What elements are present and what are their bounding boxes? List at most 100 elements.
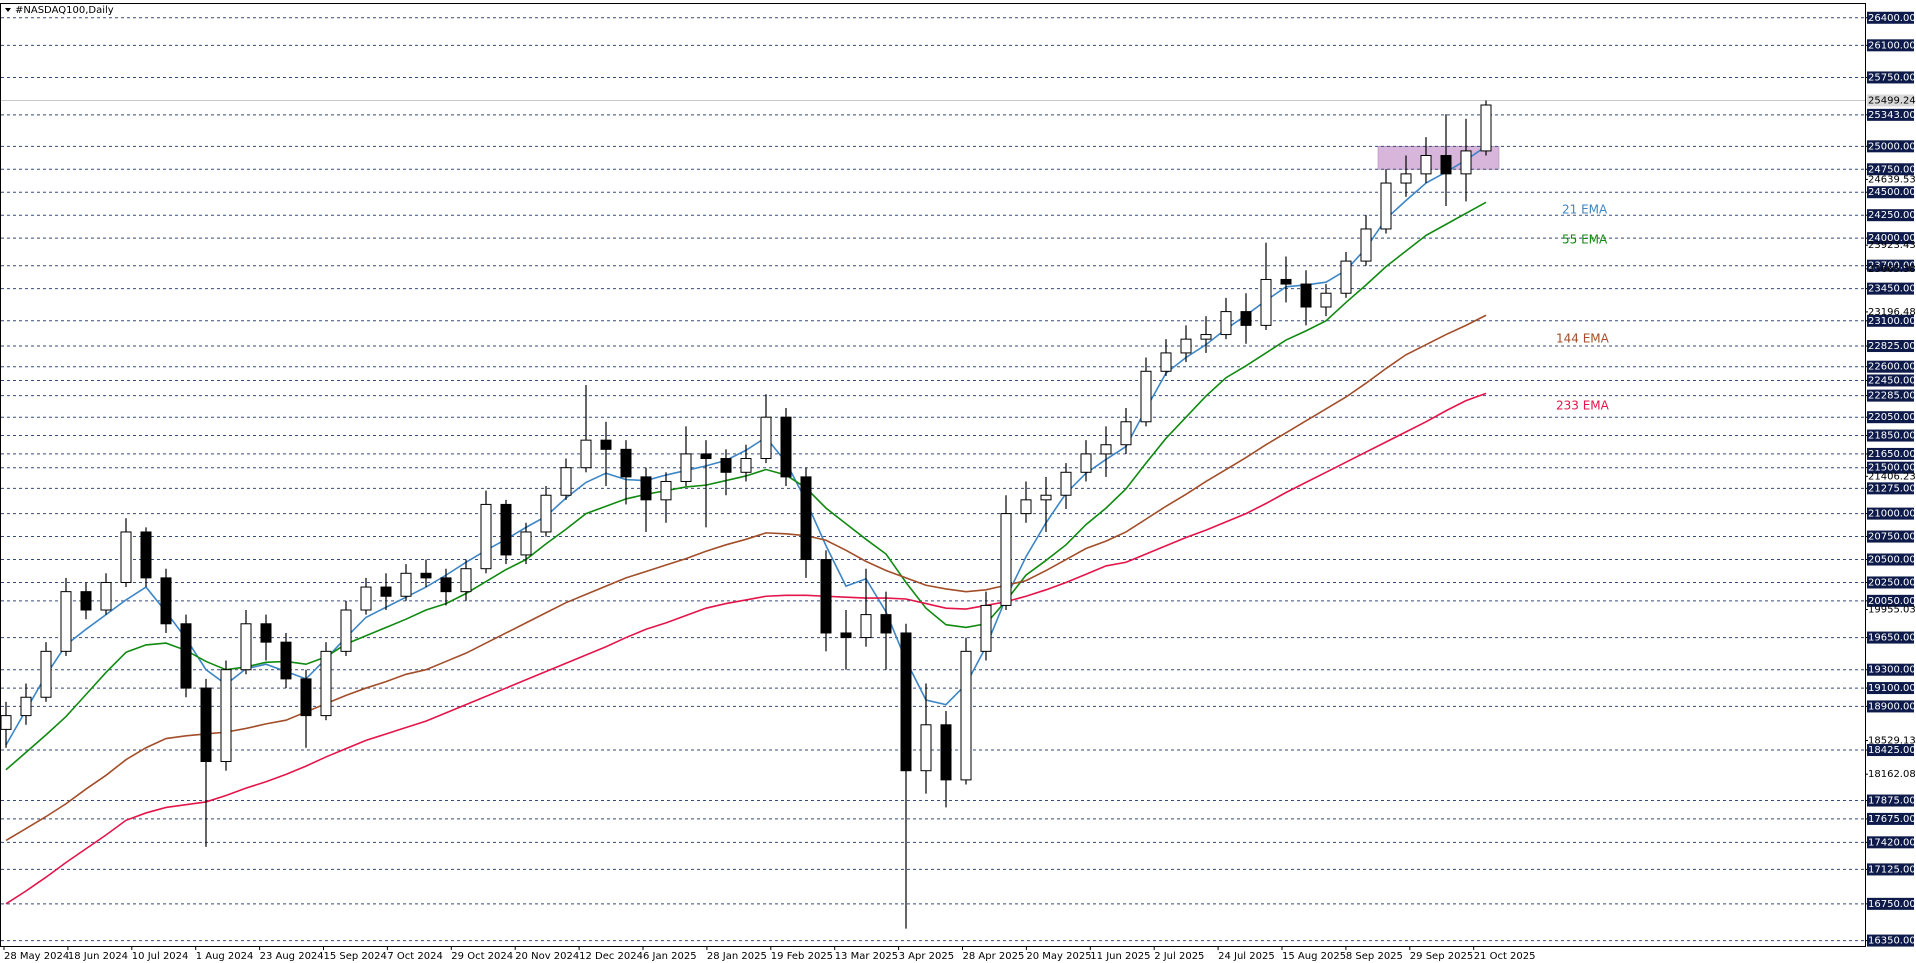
- y-tick-label: 23700.00: [1868, 261, 1916, 272]
- y-tick-box: [1867, 461, 1914, 474]
- y-tick-label: 23100.00: [1868, 316, 1916, 327]
- y-tick-label: 23450.00: [1868, 284, 1916, 295]
- x-tick-label: 15 Sep 2024: [324, 951, 387, 962]
- y-tick-box: [1867, 71, 1914, 84]
- candle-body: [220, 669, 232, 763]
- price-label: 23923.43: [1868, 240, 1916, 251]
- y-tick-label: 25343.00: [1868, 110, 1916, 121]
- ema-label: 144 EMA: [1556, 332, 1610, 346]
- y-tick-label: 18425.00: [1868, 745, 1916, 756]
- candle-body: [1460, 150, 1472, 175]
- y-tick-box: [1867, 140, 1914, 153]
- price-label: 24639.53: [1868, 174, 1916, 185]
- y-tick-box: [1867, 594, 1914, 607]
- candle-body: [580, 439, 592, 469]
- candle-body: [1080, 453, 1092, 473]
- y-tick-label: 16350.00: [1868, 936, 1916, 947]
- candle-body: [1020, 499, 1032, 515]
- candle-body: [280, 641, 292, 680]
- candle-body: [900, 632, 912, 772]
- y-tick-label: 25750.00: [1868, 72, 1916, 83]
- x-tick-label: 23 Aug 2024: [260, 951, 324, 962]
- y-tick-label: 16750.00: [1868, 899, 1916, 910]
- chart-title: #NASDAQ100,Daily: [15, 5, 114, 16]
- candle-body: [1100, 444, 1112, 455]
- y-tick-label: 24750.00: [1868, 164, 1916, 175]
- candle-body: [1320, 292, 1332, 308]
- candle-body: [300, 678, 312, 717]
- price-label: 18529.13: [1868, 735, 1916, 746]
- candle-body: [920, 724, 932, 772]
- y-tick-box: [1867, 812, 1914, 825]
- y-tick-box: [1867, 897, 1914, 910]
- y-tick-label: 22050.00: [1868, 412, 1916, 423]
- y-tick-box: [1867, 553, 1914, 566]
- ema-label: 233 EMA: [1556, 399, 1610, 413]
- candle-body: [1140, 370, 1152, 423]
- y-tick-label: 21850.00: [1868, 431, 1916, 442]
- y-tick-label: 19100.00: [1868, 683, 1916, 694]
- candle-body: [1440, 155, 1452, 175]
- candle-body: [380, 586, 392, 597]
- y-tick-box: [1867, 108, 1914, 121]
- candle-body: [740, 458, 752, 473]
- y-tick-label: 17125.00: [1868, 864, 1916, 875]
- x-tick-label: 29 Sep 2025: [1410, 951, 1473, 962]
- candle-body: [1360, 228, 1372, 262]
- candle-body: [200, 687, 212, 763]
- y-tick-box: [1867, 836, 1914, 849]
- price-label: 23196.48: [1868, 307, 1916, 318]
- x-tick-label: 7 Oct 2024: [387, 951, 442, 962]
- y-tick-label: 17875.00: [1868, 796, 1916, 807]
- candle-body: [260, 623, 272, 643]
- y-tick-label: 19300.00: [1868, 665, 1916, 676]
- candle-body: [680, 453, 692, 482]
- x-tick-label: 3 Apr 2025: [899, 951, 954, 962]
- y-tick-label: 22600.00: [1868, 362, 1916, 373]
- candle-body: [460, 568, 472, 593]
- y-tick-label: 20500.00: [1868, 555, 1916, 566]
- candle-body: [1120, 421, 1132, 446]
- candle-body: [780, 416, 792, 478]
- x-tick-label: 20 May 2025: [1026, 951, 1091, 962]
- y-tick-label: 21500.00: [1868, 463, 1916, 474]
- candle-body: [60, 591, 72, 652]
- y-tick-box: [1867, 429, 1914, 442]
- y-tick-box: [1867, 700, 1914, 713]
- ema-line: [5, 314, 1487, 842]
- plot-frame: [0, 3, 1866, 947]
- candle-body: [1300, 283, 1312, 308]
- x-tick-label: 28 Apr 2025: [963, 951, 1025, 962]
- y-tick-box: [1867, 374, 1914, 387]
- x-tick-label: 28 Jan 2025: [707, 951, 767, 962]
- x-tick-label: 18 Jun 2024: [68, 951, 128, 962]
- candle-body: [1420, 155, 1432, 175]
- y-tick-box: [1867, 282, 1914, 295]
- candle-body: [1180, 338, 1192, 354]
- candle-body: [1060, 471, 1072, 496]
- y-tick-label: 20250.00: [1868, 577, 1916, 588]
- y-tick-box: [1867, 39, 1914, 52]
- candle-body: [1220, 311, 1232, 336]
- y-tick-box: [1867, 259, 1914, 272]
- x-tick-label: 20 Nov 2024: [515, 951, 579, 962]
- y-tick-box: [1867, 163, 1914, 176]
- candle-body: [1000, 513, 1012, 606]
- y-tick-label: 22450.00: [1868, 375, 1916, 386]
- y-tick-label: 21000.00: [1868, 509, 1916, 520]
- y-tick-box: [1867, 794, 1914, 807]
- ema-label: 21 EMA: [1562, 203, 1608, 217]
- candle-body: [400, 572, 412, 597]
- x-tick-label: 28 May 2024: [4, 951, 69, 962]
- candle-body: [1240, 311, 1252, 326]
- candle-body: [420, 572, 432, 579]
- y-tick-box: [1867, 209, 1914, 222]
- y-tick-label: 25000.00: [1868, 141, 1916, 152]
- y-tick-box: [1867, 530, 1914, 543]
- candle-body: [860, 614, 872, 639]
- y-tick-box: [1867, 482, 1914, 495]
- y-tick-label: 21275.00: [1868, 483, 1916, 494]
- candle-body: [40, 650, 52, 698]
- x-tick-label: 10 Jul 2024: [132, 951, 189, 962]
- last-price-box: [1867, 94, 1914, 107]
